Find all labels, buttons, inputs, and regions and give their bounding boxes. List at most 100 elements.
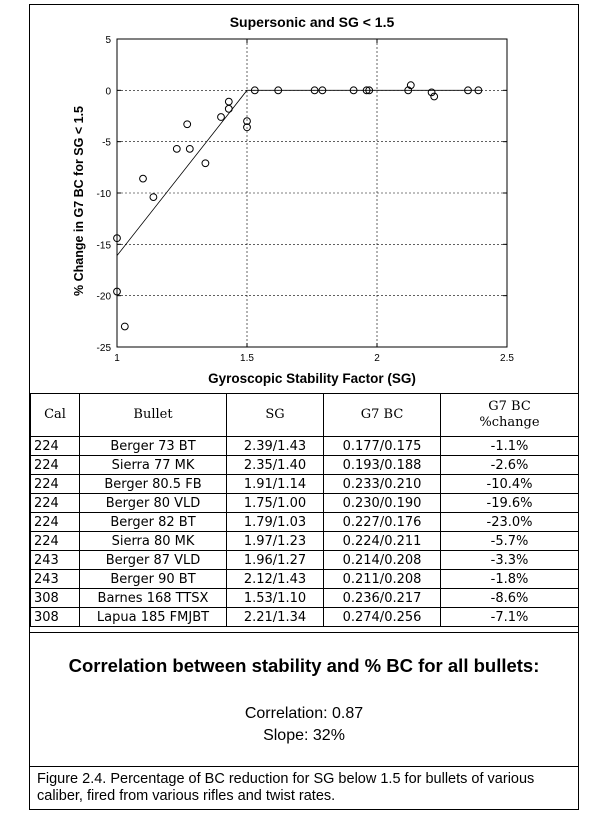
chart-title: Supersonic and SG < 1.5 [230, 14, 395, 30]
data-point [349, 86, 358, 95]
cell-g7-bc: 0.193/0.188 [323, 455, 441, 475]
slope-value: Slope: 32% [263, 727, 345, 744]
cell-cal: 243 [30, 569, 80, 589]
fit-line [116, 89, 481, 256]
y-axis-label: % Change in G7 BC for SG < 1.5 [72, 106, 86, 296]
table-row: 308 Lapua 185 FMJBT 2.21/1.34 0.274/0.256 -7… [30, 607, 579, 627]
table-row: 243 Berger 87 VLD 1.96/1.27 0.214/0.208 -3.3… [30, 550, 579, 570]
data-point [474, 86, 483, 95]
data-point [310, 86, 319, 95]
cell-bullet: Barnes 168 TTSX [79, 588, 227, 608]
cell-g7-bc: 0.274/0.256 [323, 607, 441, 627]
data-point [243, 117, 251, 126]
plot-background [117, 39, 507, 347]
x-tick-label: 2 [374, 353, 380, 364]
cell-sg: 2.35/1.40 [226, 455, 324, 475]
cell-g7-bc: 0.224/0.211 [323, 531, 441, 551]
cell-bullet: Berger 73 BT [79, 436, 227, 456]
table-row: 224 Sierra 77 MK 2.35/1.40 0.193/0.188 -2.6% [30, 455, 579, 475]
data-point [139, 174, 147, 183]
cell-g7-bc: 0.236/0.217 [323, 588, 441, 608]
cell-g7-change: -1.1% [440, 436, 579, 456]
cell-g7-bc: 0.227/0.176 [323, 512, 441, 532]
data-point [362, 86, 371, 95]
cell-cal: 243 [30, 550, 80, 570]
cell-cal: 224 [30, 455, 80, 475]
data-point [183, 120, 192, 129]
data-point [224, 104, 233, 113]
table-row: 224 Sierra 80 MK 1.97/1.23 0.224/0.211 -5.7% [30, 531, 579, 551]
header-bullet: Bullet [79, 393, 227, 437]
data-point [113, 234, 121, 243]
data-point [113, 287, 121, 296]
correlation-summary: Correlation between stability and % BC f… [30, 632, 578, 764]
cell-g7-bc: 0.177/0.175 [323, 436, 441, 456]
cell-g7-bc: 0.214/0.208 [323, 550, 441, 570]
cell-sg: 1.97/1.23 [226, 531, 324, 551]
y-tick-label: 0 [105, 86, 111, 97]
data-point [406, 81, 415, 90]
data-point [120, 322, 129, 331]
cell-g7-bc: 0.230/0.190 [323, 493, 441, 513]
x-tick-label: 2.5 [500, 353, 514, 364]
table-row: 308 Barnes 168 TTSX 1.53/1.10 0.236/0.217 -8… [30, 588, 579, 608]
cell-cal: 224 [30, 436, 80, 456]
table-row: 243 Berger 90 BT 2.12/1.43 0.211/0.208 -1.8% [30, 569, 579, 589]
cell-g7-change: -19.6% [440, 493, 579, 513]
cell-sg: 1.91/1.14 [226, 474, 324, 494]
cell-cal: 308 [30, 607, 80, 627]
cell-g7-change: -2.6% [440, 455, 579, 475]
cell-bullet: Berger 82 BT [79, 512, 227, 532]
data-point [430, 92, 439, 101]
table-row: 224 Berger 80 VLD 1.75/1.00 0.230/0.190 -19.… [30, 493, 579, 513]
cell-sg: 2.21/1.34 [226, 607, 324, 627]
cell-cal: 308 [30, 588, 80, 608]
table-row: 224 Berger 80.5 FB 1.91/1.14 0.233/0.210 -10… [30, 474, 579, 494]
cell-bullet: Lapua 185 FMJBT [79, 607, 227, 627]
y-tick-label: -5 [102, 138, 111, 149]
cell-bullet: Sierra 80 MK [79, 531, 227, 551]
data-point [172, 144, 181, 153]
cell-bullet: Berger 80 VLD [79, 493, 227, 513]
header-g7-change: G7 BC %change [440, 393, 579, 437]
cell-sg: 2.12/1.43 [226, 569, 324, 589]
data-point [274, 86, 283, 95]
plot-area: 1 1.5 2 2.5 5 0 -5 -10 -15 -20 -25 [97, 35, 515, 364]
cell-bullet: Berger 80.5 FB [79, 474, 227, 494]
cell-bullet: Berger 90 BT [79, 569, 227, 589]
cell-g7-change: -10.4% [440, 474, 579, 494]
x-tick-label: 1.5 [240, 353, 254, 364]
summary-title: Correlation between stability and % BC f… [68, 655, 540, 676]
cell-sg: 2.39/1.43 [226, 436, 324, 456]
cell-g7-bc: 0.211/0.208 [323, 569, 441, 589]
y-tick-label: -25 [97, 343, 112, 354]
cell-g7-change: -7.1% [440, 607, 579, 627]
data-point [201, 159, 210, 168]
figure-caption: Figure 2.4. Percentage of BC reduction f… [30, 766, 578, 805]
chart-svg: Supersonic and SG < 1.5 % Change in G7 B… [72, 14, 515, 386]
y-tick-label: -20 [97, 292, 112, 303]
y-tick-label: 5 [105, 35, 111, 46]
data-point [365, 86, 374, 95]
data-point [217, 113, 225, 121]
cell-sg: 1.79/1.03 [226, 512, 324, 532]
cell-sg: 1.96/1.27 [226, 550, 324, 570]
header-cal: Cal [30, 393, 80, 437]
correlation-value: Correlation: 0.87 [244, 705, 364, 722]
cell-g7-bc: 0.233/0.210 [323, 474, 441, 494]
x-axis-label: Gyroscopic Stability Factor (SG) [208, 371, 416, 386]
header-sg: SG [226, 393, 324, 437]
data-point [243, 123, 251, 132]
cell-cal: 224 [30, 474, 80, 494]
cell-g7-change: -3.3% [440, 550, 579, 570]
bullet-data-table: Cal Bullet SG G7 BC G7 BC %change 224 Ber… [30, 393, 579, 627]
cell-bullet: Berger 87 VLD [79, 550, 227, 570]
table-header-row: Cal Bullet SG G7 BC G7 BC %change [30, 393, 579, 437]
cell-cal: 224 [30, 493, 80, 513]
cell-cal: 224 [30, 531, 80, 551]
header-g7-bc: G7 BC [323, 393, 441, 437]
cell-g7-change: -1.8% [440, 569, 579, 589]
data-point [149, 193, 158, 202]
cell-g7-change: -8.6% [440, 588, 579, 608]
table-body: 224 Berger 73 BT 2.39/1.43 0.177/0.175 -1.1%… [30, 436, 579, 627]
